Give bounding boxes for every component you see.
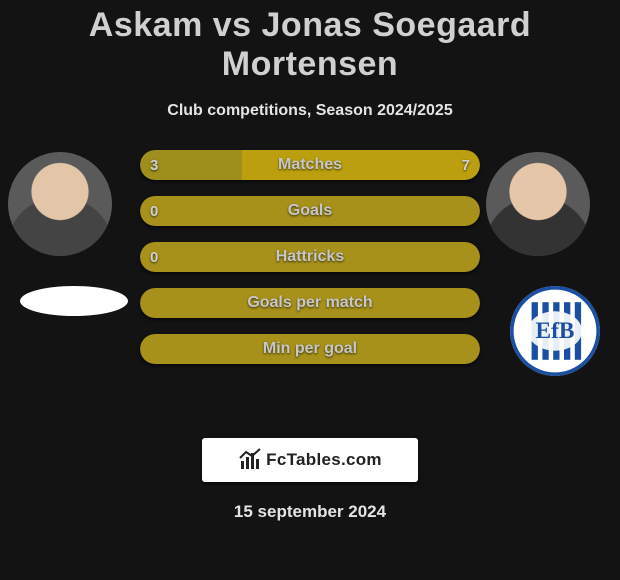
stat-bar-label: Min per goal	[140, 334, 480, 364]
stat-bar: Goals per match	[140, 288, 480, 318]
stat-bar: Hattricks0	[140, 242, 480, 272]
stat-bar: Min per goal	[140, 334, 480, 364]
subtitle: Club competitions, Season 2024/2025	[0, 102, 620, 120]
stat-bar-value-right: 7	[452, 150, 480, 180]
player-right-avatar	[486, 152, 590, 256]
stat-bar-label: Goals per match	[140, 288, 480, 318]
player-left-avatar	[8, 152, 112, 256]
chart-icon	[238, 448, 262, 472]
brand-text: FcTables.com	[266, 450, 382, 470]
brand-badge: FcTables.com	[202, 438, 418, 482]
svg-text:EfB: EfB	[536, 318, 575, 344]
stat-bar: Matches3 7	[140, 150, 480, 180]
stat-bar-value-left: 0	[140, 242, 168, 272]
club-left-badge	[20, 286, 128, 316]
stat-bar-value-left: 3	[140, 150, 168, 180]
date-label: 15 september 2024	[0, 502, 620, 522]
stat-bar-value-left: 0	[140, 196, 168, 226]
stat-bars: Matches37Goals0Hattricks0Goals per match…	[140, 150, 480, 380]
club-right-badge: EfB	[510, 286, 600, 376]
stat-bar: Goals0	[140, 196, 480, 226]
stat-bar-label: Matches	[140, 150, 480, 180]
page-title: Askam vs Jonas Soegaard Mortensen	[0, 0, 620, 84]
stat-bar-label: Goals	[140, 196, 480, 226]
comparison-area: EfB Matches37Goals0Hattricks0Goals per m…	[0, 156, 620, 416]
stat-bar-label: Hattricks	[140, 242, 480, 272]
